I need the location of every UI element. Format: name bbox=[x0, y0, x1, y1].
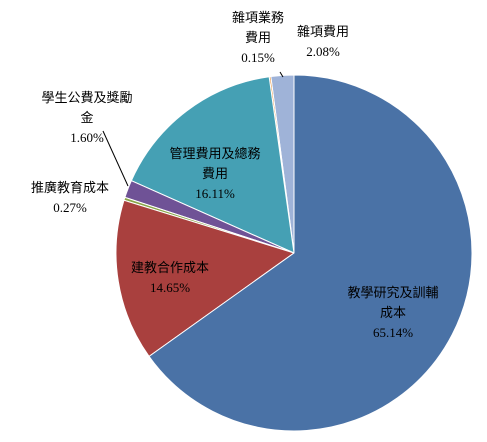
slice-label: 建教合作成本 14.65% bbox=[124, 258, 216, 298]
slice-value: 65.14% bbox=[372, 325, 414, 340]
slice-name: 學生公費及獎勵金 bbox=[41, 90, 133, 125]
slice-value: 0.27% bbox=[53, 200, 87, 215]
slice-label: 學生公費及獎勵金 1.60% bbox=[37, 88, 137, 148]
slice-label: 教學研究及訓輔成本 65.14% bbox=[343, 283, 443, 343]
leader-line bbox=[279, 71, 284, 78]
leader-line bbox=[102, 130, 129, 187]
slice-label: 雜項業務費用 0.15% bbox=[228, 8, 288, 68]
slice-name: 雜項費用 bbox=[296, 24, 349, 39]
slice-label: 管理費用及總務費用 16.11% bbox=[165, 144, 265, 204]
slice-name: 教學研究及訓輔成本 bbox=[347, 285, 439, 320]
slice-value: 14.65% bbox=[149, 280, 191, 295]
pie-slice bbox=[148, 74, 473, 432]
slice-name: 推廣教育成本 bbox=[30, 180, 109, 195]
pie-slice bbox=[115, 199, 296, 358]
slice-name: 管理費用及總務費用 bbox=[169, 146, 261, 181]
slice-value: 16.11% bbox=[195, 186, 235, 201]
slice-label: 雜項費用 2.08% bbox=[293, 22, 353, 62]
slice-label: 推廣教育成本 0.27% bbox=[24, 178, 116, 218]
slice-value: 1.60% bbox=[70, 130, 104, 145]
slice-name: 建教合作成本 bbox=[130, 260, 209, 275]
slice-name: 雜項業務費用 bbox=[231, 10, 284, 45]
slice-value: 0.15% bbox=[241, 50, 275, 65]
slice-value: 2.08% bbox=[306, 44, 340, 59]
pie-slice bbox=[130, 76, 295, 254]
